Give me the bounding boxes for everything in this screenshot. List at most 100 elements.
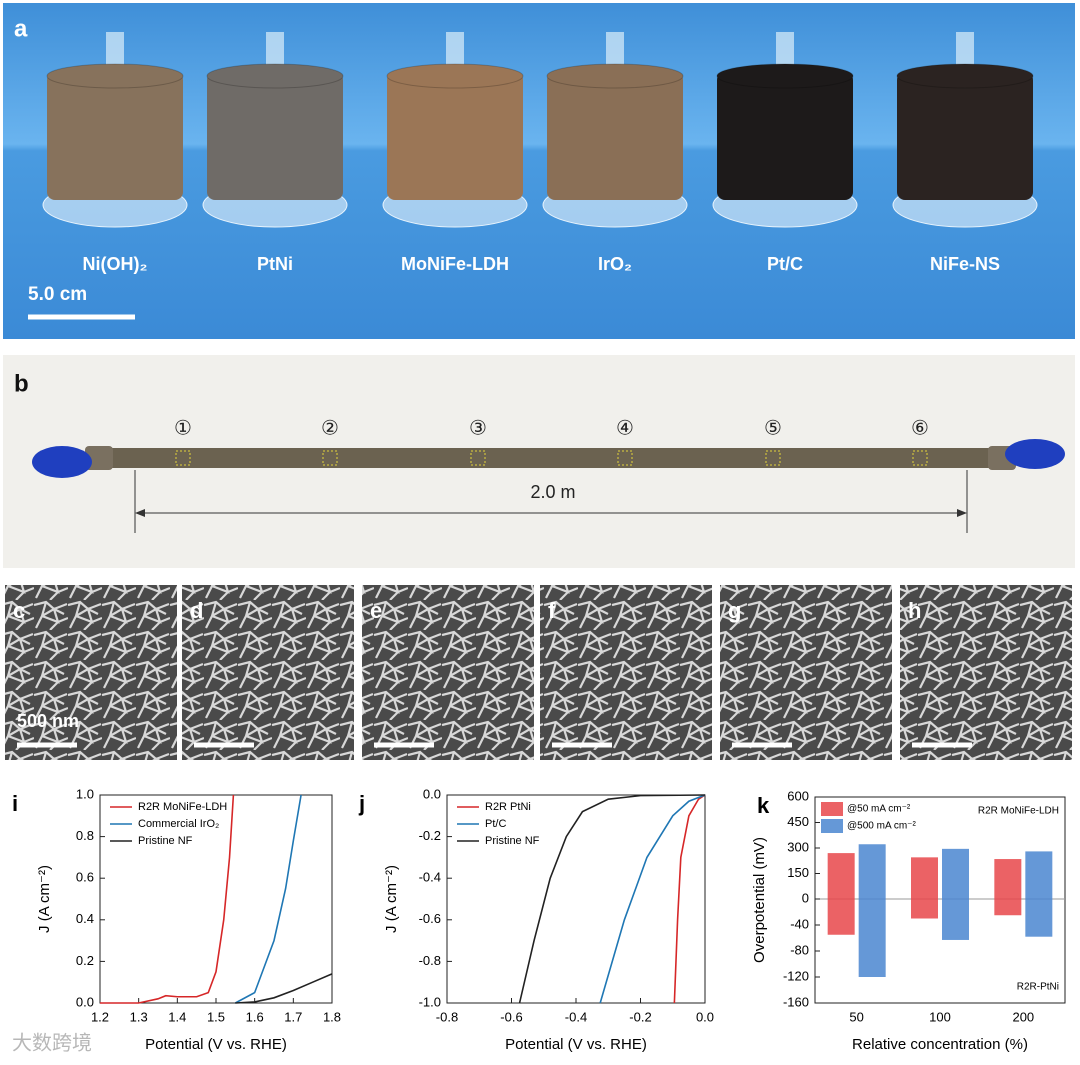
- annotation: R2R MoNiFe-LDH: [978, 806, 1059, 817]
- legend-swatch: [821, 819, 843, 833]
- roll-top: [386, 63, 524, 89]
- series-line: [673, 794, 706, 1004]
- x-tick-label: 1.8: [323, 1009, 341, 1024]
- sample-square: [765, 450, 781, 466]
- y-tick-label: 0.6: [76, 870, 94, 885]
- x-tick-label: 1.7: [284, 1009, 302, 1024]
- legend-label: R2R MoNiFe-LDH: [138, 801, 227, 813]
- y-tick-label: -0.6: [419, 911, 441, 926]
- x-tick-label: 1.5: [207, 1009, 225, 1024]
- scale-label: 500 nm: [17, 711, 79, 731]
- bar: [911, 857, 938, 899]
- y-tick-label: -0.4: [419, 870, 441, 885]
- roll-top: [896, 63, 1034, 89]
- bar: [1025, 851, 1053, 899]
- panel-letter: a: [14, 15, 28, 42]
- x-tick-label: 50: [849, 1009, 863, 1024]
- y-tick-label: 600: [787, 788, 809, 803]
- sem-image: [5, 585, 177, 760]
- y-tick-label: -0.2: [419, 828, 441, 843]
- y-tick-label: -1.0: [419, 994, 441, 1009]
- bar: [911, 899, 938, 919]
- roll-top: [46, 63, 184, 89]
- y-axis-label: Overpotential (mV): [751, 837, 768, 963]
- x-tick-label: 200: [1012, 1009, 1034, 1024]
- y-tick-label: 300: [787, 839, 809, 854]
- x-axis-label: Potential (V vs. RHE): [505, 1036, 647, 1053]
- panel-letter: b: [14, 370, 29, 397]
- sem-image: [540, 585, 712, 760]
- strip: [95, 448, 995, 468]
- y-tick-label: 0.0: [423, 786, 441, 801]
- position-marker: ⑤: [764, 417, 782, 439]
- x-tick-label: -0.2: [629, 1009, 651, 1024]
- y-tick-label: 1.0: [76, 786, 94, 801]
- x-tick-label: 100: [929, 1009, 951, 1024]
- roll: [207, 72, 343, 200]
- y-tick-label: 150: [787, 865, 809, 880]
- legend-label: @500 mA cm⁻²: [847, 821, 916, 832]
- panel-letter: e: [370, 598, 382, 623]
- bar: [994, 899, 1022, 916]
- roll: [897, 72, 1033, 200]
- x-axis-label: Potential (V vs. RHE): [145, 1036, 287, 1053]
- x-tick-label: 1.2: [91, 1009, 109, 1024]
- position-marker: ④: [616, 417, 634, 439]
- scale-label: 5.0 cm: [28, 284, 87, 305]
- roll-top: [546, 63, 684, 89]
- x-tick-label: 0.0: [696, 1009, 714, 1024]
- bar: [1025, 899, 1053, 937]
- markers: ① ② ③ ④ ⑤ ⑥: [174, 417, 929, 466]
- sample-square: [617, 450, 633, 466]
- x-tick-label: -0.4: [565, 1009, 587, 1024]
- roll-end: [85, 446, 113, 470]
- y-tick-label: -40: [790, 916, 809, 931]
- x-tick-label: -0.8: [436, 1009, 458, 1024]
- legend-label: Pristine NF: [138, 835, 193, 847]
- panel-letter: g: [728, 598, 741, 623]
- sample-label: Ni(OH)₂: [83, 254, 148, 274]
- x-tick-label: 1.4: [168, 1009, 186, 1024]
- bar: [827, 853, 855, 899]
- legend-label: Pt/C: [485, 818, 506, 830]
- panel-letter: j: [358, 791, 365, 816]
- bar: [827, 899, 855, 935]
- glove: [1005, 439, 1065, 469]
- plot-frame: [814, 796, 1066, 1004]
- panel-letter: k: [757, 793, 770, 818]
- y-tick-label: 0.8: [76, 828, 94, 843]
- sample-label: PtNi: [257, 254, 293, 274]
- sem-image: [362, 585, 534, 760]
- legend-swatch: [821, 802, 843, 816]
- panel-letter: i: [12, 791, 18, 816]
- panel-letter: f: [548, 598, 556, 623]
- roll-top: [206, 63, 344, 89]
- sample-label: NiFe-NS: [930, 254, 1000, 274]
- legend-label: Commercial IrO₂: [138, 818, 219, 830]
- roll: [547, 72, 683, 200]
- x-tick-label: 1.3: [130, 1009, 148, 1024]
- bar: [942, 848, 969, 899]
- y-tick-label: 0: [802, 890, 809, 905]
- bar: [942, 899, 969, 940]
- roll-top: [716, 63, 854, 89]
- legend-label: R2R PtNi: [485, 801, 531, 813]
- sample-square: [470, 450, 486, 466]
- bar: [858, 844, 886, 899]
- y-tick-label: -0.8: [419, 953, 441, 968]
- y-axis-label: J (A cm⁻²): [383, 865, 400, 933]
- panel-letter: d: [190, 598, 203, 623]
- series-line: [234, 794, 302, 1004]
- annotation: R2R-PtNi: [1017, 982, 1059, 993]
- series-line: [518, 794, 706, 1004]
- sample-label: IrO₂: [598, 254, 632, 274]
- position-marker: ①: [174, 417, 192, 439]
- panel-a: Ni(OH)₂ PtNi MoNiFe-LDH IrO₂ Pt/C NiFe-NS a 5…: [3, 3, 1075, 339]
- sample-square: [322, 450, 338, 466]
- y-tick-label: -160: [783, 994, 809, 1009]
- y-tick-label: -120: [783, 968, 809, 983]
- legend-label: Pristine NF: [485, 835, 540, 847]
- x-tick-label: 1.6: [246, 1009, 264, 1024]
- series-line: [599, 794, 706, 1004]
